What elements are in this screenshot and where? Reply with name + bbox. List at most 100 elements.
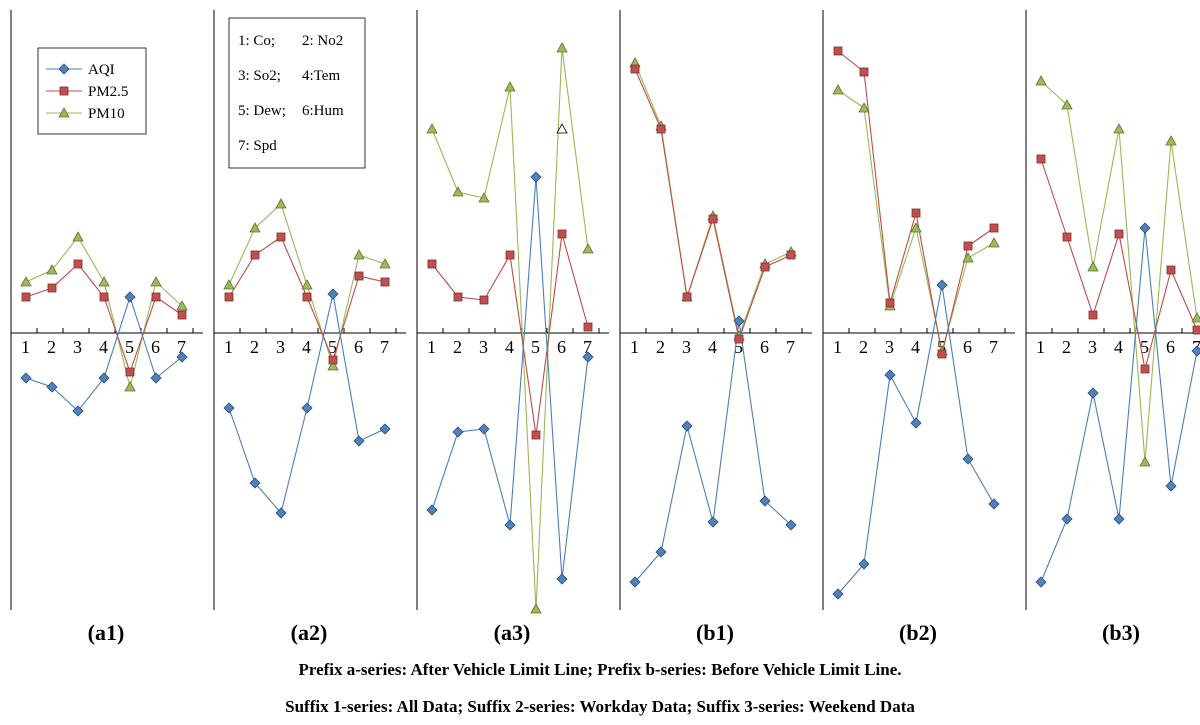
x-tick-label: 4 (708, 337, 717, 357)
data-point-aqi (582, 351, 594, 363)
data-point-pm10 (1061, 99, 1073, 110)
data-point-pm10 (1087, 261, 1099, 272)
data-point-aqi (785, 519, 797, 531)
data-point-aqi (759, 495, 771, 507)
series-line-aqi (634, 320, 792, 583)
x-tick-label: 7 (177, 337, 186, 357)
data-point-pm25 (531, 430, 541, 440)
data-point-aqi (629, 576, 641, 588)
data-point-aqi (275, 507, 287, 519)
data-point-aqi (176, 351, 188, 363)
data-point-aqi (452, 426, 464, 438)
data-point-pm25 (99, 292, 109, 302)
x-tick-label: 6 (557, 337, 566, 357)
data-point-pm25 (885, 298, 895, 308)
data-point-pm10 (150, 276, 162, 287)
data-point-pm25 (453, 292, 463, 302)
data-point-aqi (1139, 222, 1151, 234)
data-point-pm25 (250, 250, 260, 260)
data-point-pm10 (275, 198, 287, 209)
series-line-pm10 (837, 89, 995, 352)
x-tick-label: 1 (1036, 337, 1045, 357)
x-tick-label: 2 (47, 337, 56, 357)
data-point-pm25 (328, 355, 338, 365)
data-point-pm25 (1088, 310, 1098, 320)
variable-key-item: 5: Dew; (238, 103, 286, 119)
variable-key-item: 3: So2; (238, 68, 281, 84)
x-tick-label: 7 (786, 337, 795, 357)
data-point-pm10 (962, 252, 974, 263)
variable-key-item: 6:Hum (302, 103, 344, 119)
data-point-pm25 (1166, 265, 1176, 275)
data-point-aqi (72, 405, 84, 417)
x-tick-label: 4 (505, 337, 514, 357)
x-tick-label: 5 (328, 337, 337, 357)
data-point-aqi (124, 291, 136, 303)
data-point-pm10 (452, 186, 464, 197)
data-point-pm10 (1165, 135, 1177, 146)
data-point-aqi (379, 423, 391, 435)
series-line-pm10 (25, 236, 183, 388)
x-tick-label: 1 (833, 337, 842, 357)
x-tick-label: 7 (989, 337, 998, 357)
data-point-pm25 (1192, 325, 1200, 335)
data-point-pm10 (426, 123, 438, 134)
x-tick-label: 7 (380, 337, 389, 357)
x-tick-label: 6 (354, 337, 363, 357)
caption-prefix-series: Prefix a-series: After Vehicle Limit Lin… (298, 660, 902, 679)
data-point-pm25 (1114, 229, 1124, 239)
x-tick-label: 1 (21, 337, 30, 357)
data-point-aqi (1061, 513, 1073, 525)
data-point-pm10 (988, 237, 1000, 248)
data-point-pm25 (380, 277, 390, 287)
series-line-pm10 (634, 62, 792, 338)
data-point-pm25 (734, 334, 744, 344)
panel-label: (a2) (291, 620, 328, 645)
panel-label: (b3) (1102, 620, 1140, 645)
data-point-pm10 (223, 279, 235, 290)
x-tick-label: 5 (125, 337, 134, 357)
series-line-aqi (837, 284, 995, 595)
x-tick-label: 3 (682, 337, 691, 357)
x-tick-label: 6 (151, 337, 160, 357)
data-point-aqi (884, 369, 896, 381)
data-point-pm10 (176, 300, 188, 311)
data-point-aqi (1165, 480, 1177, 492)
legend-label: PM10 (88, 106, 125, 122)
x-tick-label: 3 (885, 337, 894, 357)
data-point-pm10 (1035, 75, 1047, 86)
series-line-pm25 (837, 50, 995, 355)
data-point-aqi (655, 546, 667, 558)
x-tick-label: 5 (1140, 337, 1149, 357)
series-line-aqi (1040, 227, 1198, 583)
data-point-aqi (327, 288, 339, 300)
data-point-pm10 (910, 222, 922, 233)
data-point-aqi (936, 279, 948, 291)
data-point-aqi (98, 372, 110, 384)
data-point-aqi (733, 315, 745, 327)
data-point-pm25 (708, 214, 718, 224)
x-tick-label: 3 (479, 337, 488, 357)
data-point-aqi (1035, 576, 1047, 588)
data-point-pm25 (583, 322, 593, 332)
x-tick-label: 3 (73, 337, 82, 357)
data-point-pm25 (1062, 232, 1072, 242)
data-point-pm25 (73, 259, 83, 269)
legend-label: PM2.5 (88, 84, 128, 100)
panel-label: (b2) (899, 620, 937, 645)
caption-suffix-series: Suffix 1-series: All Data; Suffix 2-seri… (285, 697, 915, 716)
data-point-aqi (962, 453, 974, 465)
data-point-pm25 (151, 292, 161, 302)
x-tick-label: 6 (1166, 337, 1175, 357)
data-point-aqi (910, 417, 922, 429)
variable-key-item: 2: No2 (302, 33, 343, 49)
data-point-aqi (988, 498, 1000, 510)
panel-label: (b1) (696, 620, 734, 645)
data-point-pm10 (249, 222, 261, 233)
data-point-pm25 (937, 349, 947, 359)
data-point-pm25 (427, 259, 437, 269)
x-tick-label: 1 (427, 337, 436, 357)
x-tick-label: 2 (859, 337, 868, 357)
data-point-pm25 (354, 271, 364, 281)
data-point-aqi (1191, 345, 1200, 357)
